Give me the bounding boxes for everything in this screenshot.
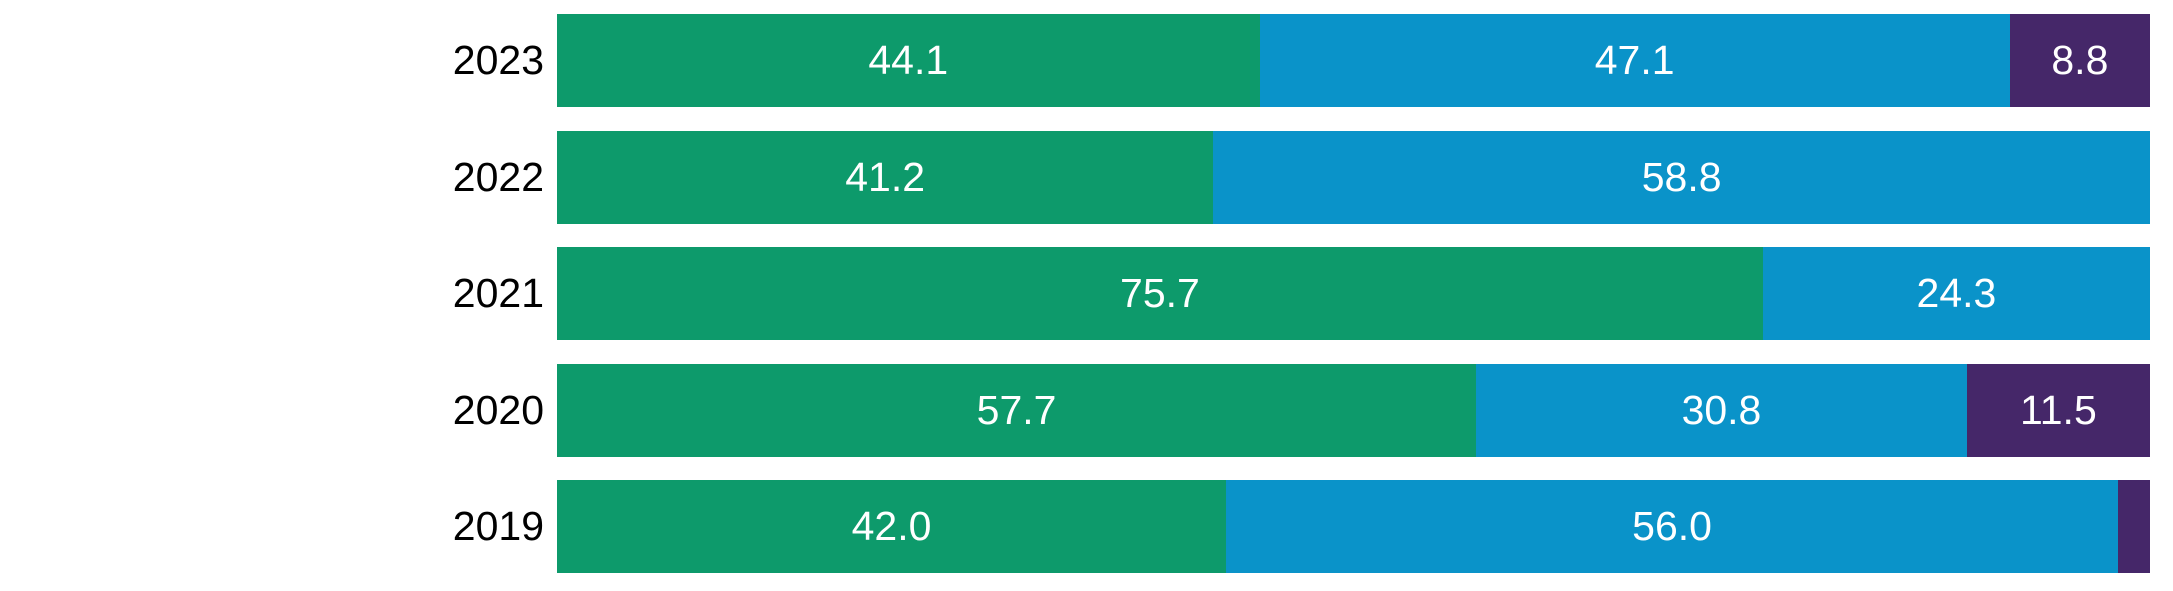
bar-value-label: 75.7 xyxy=(1120,270,1200,316)
y-axis-label: 2023 xyxy=(452,37,544,83)
bar: 41.2 58.8 xyxy=(557,130,2150,224)
chart-row: 2023 44.1 47.1 8.8 xyxy=(0,14,2150,107)
chart-row: 2021 75.7 24.3 xyxy=(0,247,2150,340)
bar-value-label: 8.8 xyxy=(2051,37,2109,83)
bar-segment: 44.1 xyxy=(557,14,1260,107)
bar: 42.0 56.0 xyxy=(557,480,2150,573)
y-axis-label: 2021 xyxy=(452,270,544,316)
bar-value-label: 57.7 xyxy=(976,386,1057,433)
bar-value-label: 44.1 xyxy=(868,37,949,83)
bar-segment: 75.7 xyxy=(557,247,1763,340)
bar-segment: 57.7 xyxy=(557,363,1477,457)
stacked-bar-chart: 2023 44.1 47.1 8.8 2022 41.2 58.8 2021 75.7 24.3 2… xyxy=(0,14,2150,573)
bar-value-label: 58.8 xyxy=(1641,153,1722,200)
bar: 75.7 24.3 xyxy=(557,247,2150,340)
bar-value-label: 47.1 xyxy=(1594,37,1675,83)
chart-row: 2020 57.7 30.8 11.5 xyxy=(0,363,2150,457)
bar-segment: 42.0 xyxy=(557,480,1227,573)
bar-segment: 41.2 xyxy=(557,130,1214,224)
bar-value-label: 24.3 xyxy=(1916,270,1997,316)
bar-segment: 30.8 xyxy=(1476,363,1967,457)
chart-row: 2019 42.0 56.0 xyxy=(0,480,2150,573)
bar-segment: 11.5 xyxy=(1966,363,2150,457)
bar-value-label: 42.0 xyxy=(851,503,932,549)
bar-segment: 56.0 xyxy=(1226,480,2119,573)
bar: 57.7 30.8 11.5 xyxy=(557,363,2150,457)
chart-row: 2022 41.2 58.8 xyxy=(0,130,2150,224)
bar-value-label: 41.2 xyxy=(845,153,926,200)
bar-segment: 8.8 xyxy=(2009,14,2150,107)
y-axis-label: 2020 xyxy=(452,386,544,433)
bar-value-label: 30.8 xyxy=(1681,386,1762,433)
bar-value-label: 56.0 xyxy=(1632,503,1712,549)
bar: 44.1 47.1 8.8 xyxy=(557,14,2150,107)
bar-value-label: 11.5 xyxy=(2020,386,2097,433)
y-axis-label: 2019 xyxy=(452,503,544,549)
bar-segment: 47.1 xyxy=(1259,14,2010,107)
y-axis-label: 2022 xyxy=(452,153,544,200)
bar-segment xyxy=(2118,480,2150,573)
bar-segment: 58.8 xyxy=(1213,130,2150,224)
bar-segment: 24.3 xyxy=(1762,247,2150,340)
